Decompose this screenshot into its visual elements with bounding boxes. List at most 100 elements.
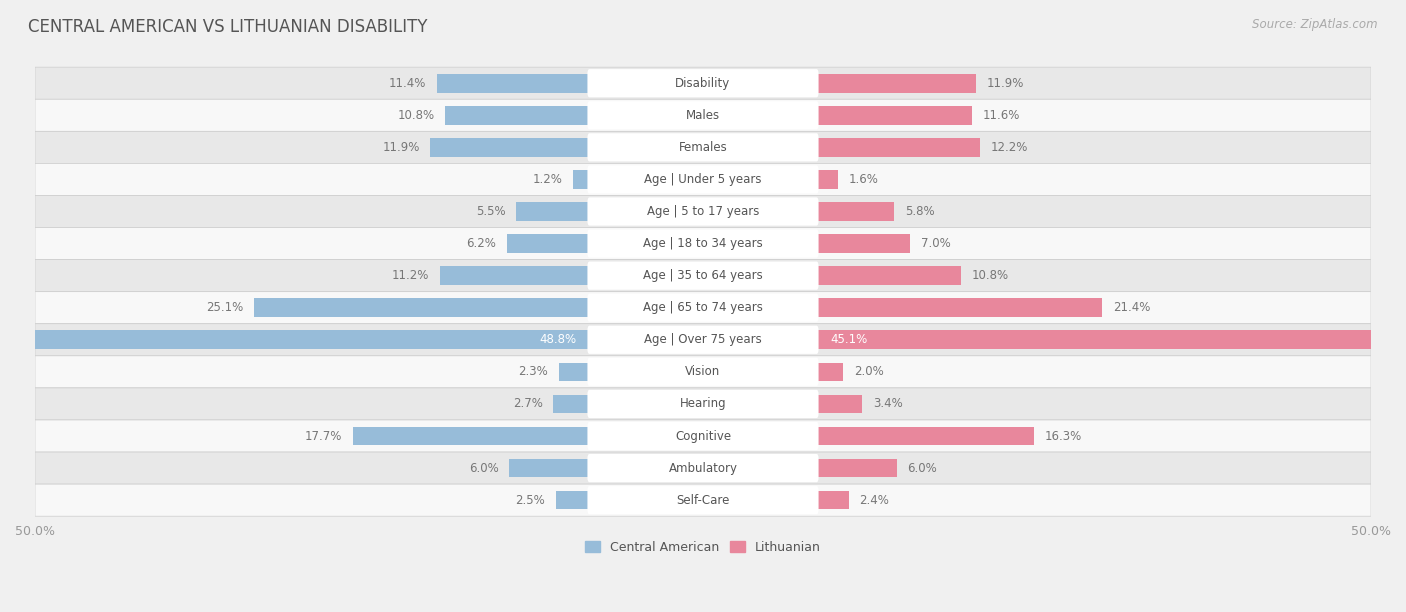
Text: Age | 5 to 17 years: Age | 5 to 17 years [647,205,759,218]
Text: 11.9%: 11.9% [986,76,1024,90]
Text: 45.1%: 45.1% [830,334,868,346]
Text: Source: ZipAtlas.com: Source: ZipAtlas.com [1253,18,1378,31]
FancyBboxPatch shape [588,101,818,129]
FancyBboxPatch shape [588,294,818,322]
Bar [817,266,960,285]
Text: 11.9%: 11.9% [382,141,420,154]
Text: Females: Females [679,141,727,154]
FancyBboxPatch shape [35,420,1371,452]
Bar [817,234,910,253]
Text: 16.3%: 16.3% [1045,430,1083,442]
FancyBboxPatch shape [588,390,818,418]
FancyBboxPatch shape [588,198,818,226]
FancyBboxPatch shape [588,422,818,450]
Text: Age | Over 75 years: Age | Over 75 years [644,334,762,346]
Text: Age | 18 to 34 years: Age | 18 to 34 years [643,237,763,250]
Legend: Central American, Lithuanian: Central American, Lithuanian [581,536,825,559]
FancyBboxPatch shape [35,195,1371,228]
Text: 11.4%: 11.4% [389,76,426,90]
FancyBboxPatch shape [588,358,818,386]
Bar [817,330,1406,349]
FancyBboxPatch shape [588,69,818,97]
Text: Cognitive: Cognitive [675,430,731,442]
FancyBboxPatch shape [35,99,1371,132]
Text: 11.6%: 11.6% [983,109,1019,122]
Bar [446,106,589,125]
Bar [254,299,589,317]
Text: 10.8%: 10.8% [398,109,434,122]
Text: 6.0%: 6.0% [907,461,938,474]
Text: 21.4%: 21.4% [1114,301,1150,314]
Bar [506,234,589,253]
Bar [554,395,589,413]
FancyBboxPatch shape [35,324,1371,356]
Text: 1.6%: 1.6% [849,173,879,186]
Bar [558,362,589,381]
FancyBboxPatch shape [35,132,1371,163]
Bar [430,138,589,157]
FancyBboxPatch shape [35,163,1371,195]
Bar [817,138,980,157]
Bar [516,202,589,221]
Text: 6.2%: 6.2% [465,237,496,250]
Text: 5.5%: 5.5% [475,205,505,218]
FancyBboxPatch shape [35,259,1371,292]
Bar [817,362,844,381]
FancyBboxPatch shape [588,454,818,482]
Text: 17.7%: 17.7% [305,430,342,442]
Bar [817,170,838,188]
Text: Self-Care: Self-Care [676,494,730,507]
Text: 11.2%: 11.2% [392,269,429,282]
Bar [353,427,589,446]
FancyBboxPatch shape [35,228,1371,259]
Text: 2.7%: 2.7% [513,397,543,411]
Text: 48.8%: 48.8% [538,334,576,346]
Text: Age | Under 5 years: Age | Under 5 years [644,173,762,186]
FancyBboxPatch shape [35,292,1371,324]
FancyBboxPatch shape [588,133,818,162]
FancyBboxPatch shape [588,486,818,514]
Text: Ambulatory: Ambulatory [668,461,738,474]
Bar [555,491,589,509]
FancyBboxPatch shape [588,326,818,354]
Bar [817,299,1102,317]
FancyBboxPatch shape [35,388,1371,420]
Text: 5.8%: 5.8% [904,205,935,218]
Text: Age | 35 to 64 years: Age | 35 to 64 years [643,269,763,282]
Bar [440,266,589,285]
Text: 2.5%: 2.5% [516,494,546,507]
Text: Disability: Disability [675,76,731,90]
Text: 2.0%: 2.0% [853,365,884,378]
FancyBboxPatch shape [35,67,1371,99]
Bar [574,170,589,188]
Text: 7.0%: 7.0% [921,237,950,250]
FancyBboxPatch shape [35,356,1371,388]
FancyBboxPatch shape [588,230,818,258]
Text: 12.2%: 12.2% [990,141,1028,154]
Text: 2.3%: 2.3% [519,365,548,378]
Text: 2.4%: 2.4% [859,494,889,507]
Text: 6.0%: 6.0% [468,461,499,474]
Bar [817,427,1035,446]
Bar [817,106,972,125]
FancyBboxPatch shape [588,261,818,289]
FancyBboxPatch shape [35,484,1371,516]
Text: CENTRAL AMERICAN VS LITHUANIAN DISABILITY: CENTRAL AMERICAN VS LITHUANIAN DISABILIT… [28,18,427,36]
Bar [817,395,862,413]
Text: 10.8%: 10.8% [972,269,1008,282]
FancyBboxPatch shape [588,165,818,193]
Text: Age | 65 to 74 years: Age | 65 to 74 years [643,301,763,314]
Bar [437,74,589,92]
Bar [817,202,894,221]
Text: 3.4%: 3.4% [873,397,903,411]
Text: 1.2%: 1.2% [533,173,562,186]
Text: Hearing: Hearing [679,397,727,411]
Bar [0,330,589,349]
FancyBboxPatch shape [35,452,1371,484]
Text: 25.1%: 25.1% [207,301,243,314]
Bar [509,459,589,477]
Text: Males: Males [686,109,720,122]
Bar [817,74,976,92]
Text: Vision: Vision [685,365,721,378]
Bar [817,459,897,477]
